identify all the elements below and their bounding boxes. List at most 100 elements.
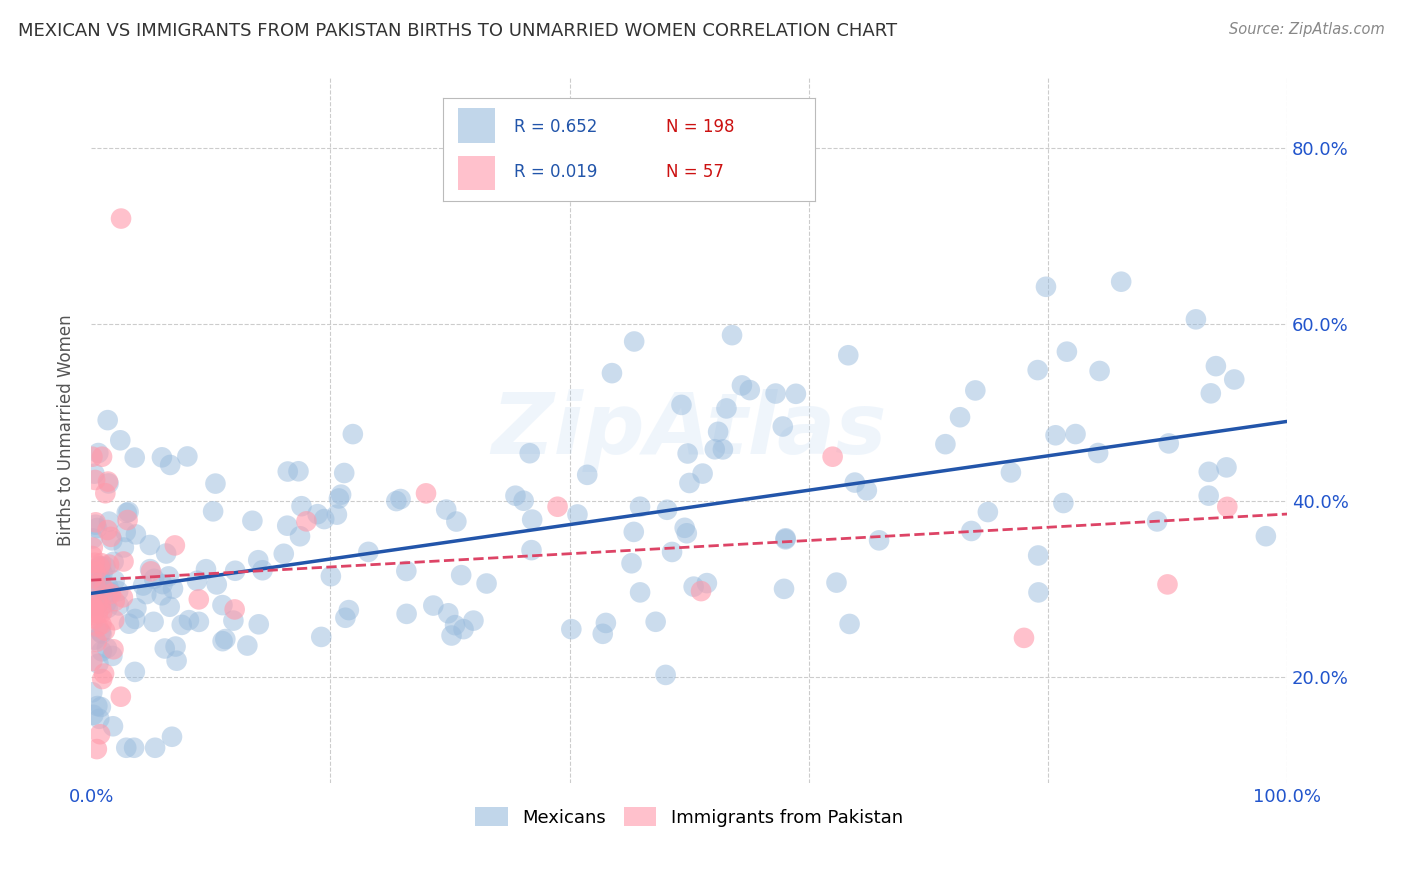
Point — [330, 488, 353, 502]
Point — [707, 425, 730, 439]
Point — [82, 564, 104, 578]
Point — [1216, 500, 1239, 514]
Point — [86, 634, 108, 648]
Point — [96, 596, 118, 610]
Point — [91, 450, 114, 464]
Point — [82, 597, 104, 611]
Point — [512, 493, 534, 508]
Point — [150, 450, 173, 465]
Point — [837, 348, 859, 362]
Point — [775, 531, 797, 545]
Point — [117, 513, 139, 527]
Point — [655, 503, 678, 517]
Point — [357, 545, 380, 559]
Point — [84, 516, 107, 530]
Point — [152, 577, 174, 591]
Point — [519, 446, 541, 460]
Point — [114, 524, 136, 539]
Point — [82, 532, 104, 546]
Point — [676, 446, 699, 460]
Point — [671, 398, 693, 412]
Point — [415, 486, 437, 500]
Point — [89, 571, 111, 585]
Point — [682, 580, 704, 594]
Point — [86, 742, 108, 756]
Point — [703, 442, 725, 457]
Point — [101, 648, 124, 663]
Point — [111, 591, 134, 605]
Point — [195, 562, 218, 576]
Point — [319, 569, 342, 583]
Point — [1223, 372, 1246, 386]
Point — [224, 564, 246, 578]
Point — [977, 505, 1000, 519]
Point — [86, 699, 108, 714]
Point — [110, 211, 132, 226]
Point — [90, 599, 112, 614]
Point — [444, 618, 467, 632]
Point — [103, 642, 125, 657]
Point — [82, 450, 104, 464]
Point — [83, 467, 105, 481]
Point — [1146, 515, 1168, 529]
Point — [89, 560, 111, 574]
Point — [337, 603, 360, 617]
Point — [560, 622, 582, 636]
Point — [124, 450, 146, 465]
Point — [1185, 312, 1208, 326]
Point — [868, 533, 890, 548]
Point — [620, 556, 643, 570]
Point — [395, 564, 418, 578]
Point — [765, 386, 787, 401]
Point — [314, 512, 336, 526]
Point — [675, 526, 697, 541]
Point — [139, 565, 162, 579]
Text: N = 57: N = 57 — [666, 163, 724, 181]
Point — [122, 740, 145, 755]
Point — [242, 514, 264, 528]
Point — [592, 627, 614, 641]
Point — [775, 533, 797, 547]
Point — [475, 576, 498, 591]
Point — [165, 640, 187, 654]
Point — [211, 634, 233, 648]
Point — [1028, 585, 1050, 599]
Point — [505, 489, 527, 503]
Point — [204, 476, 226, 491]
Point — [716, 401, 738, 416]
Point — [772, 419, 794, 434]
Point — [290, 499, 312, 513]
Legend: Mexicans, Immigrants from Pakistan: Mexicans, Immigrants from Pakistan — [468, 800, 910, 834]
Point — [1198, 465, 1220, 479]
Point — [83, 599, 105, 613]
Point — [1088, 364, 1111, 378]
Point — [1156, 577, 1178, 591]
Point — [118, 616, 141, 631]
Point — [522, 513, 544, 527]
Point — [90, 556, 112, 570]
Point — [450, 568, 472, 582]
Point — [101, 719, 124, 733]
Point — [307, 507, 329, 521]
Point — [162, 582, 184, 596]
Point — [1087, 446, 1109, 460]
Point — [91, 606, 114, 620]
Point — [623, 334, 645, 349]
Point — [110, 690, 132, 704]
Point — [187, 615, 209, 629]
Point — [104, 574, 127, 588]
Point — [1035, 279, 1057, 293]
Point — [82, 541, 104, 555]
Point — [277, 465, 299, 479]
Point — [91, 672, 114, 686]
Point — [107, 584, 129, 599]
Point — [132, 578, 155, 592]
Point — [678, 475, 700, 490]
Point — [94, 486, 117, 500]
Point — [83, 612, 105, 626]
Point — [342, 427, 364, 442]
Point — [328, 491, 350, 506]
Point — [731, 378, 754, 392]
Point — [247, 553, 270, 567]
Point — [166, 654, 188, 668]
